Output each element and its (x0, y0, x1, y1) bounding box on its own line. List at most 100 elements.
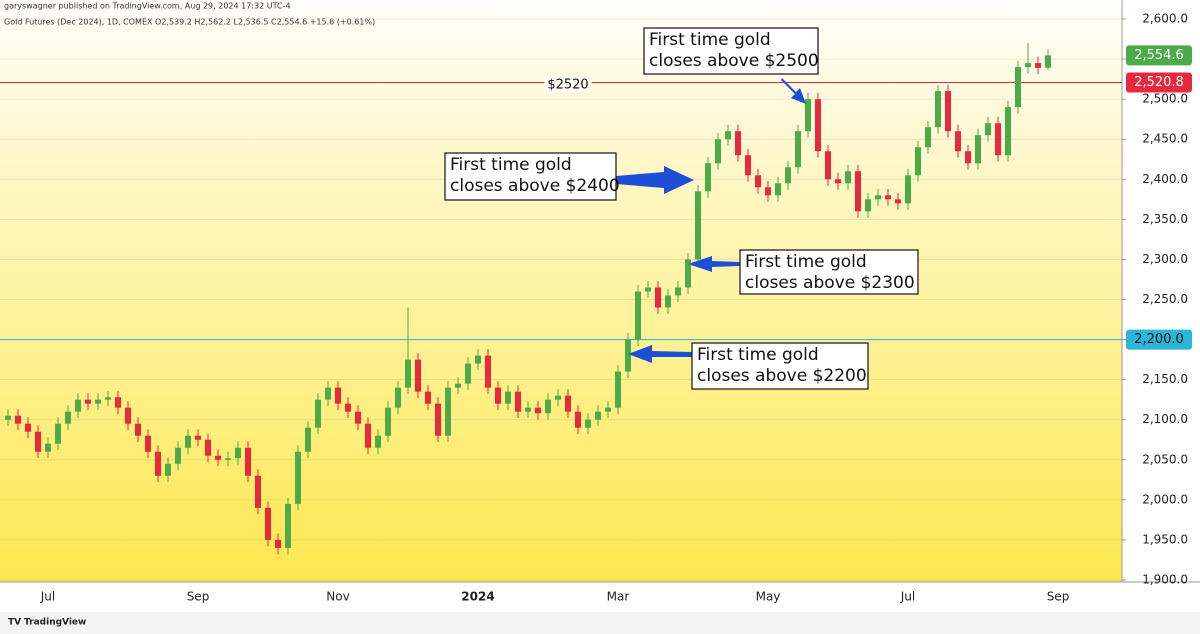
y-tick-label: 2,350.0 (1142, 212, 1188, 226)
candle-body (95, 399, 101, 404)
candle-body (895, 199, 901, 204)
candle-body (125, 407, 131, 424)
candle-body (195, 435, 201, 440)
candle-body (145, 435, 151, 452)
symbol-info: Gold Futures (Dec 2024), 1D, COMEX O2,53… (4, 18, 375, 27)
candle-body (265, 507, 271, 540)
candle-body (165, 463, 171, 476)
annotation-text: closes above $2400 (450, 176, 620, 196)
candle-body (655, 287, 661, 308)
candle-body (665, 295, 671, 308)
candle-body (115, 397, 121, 408)
y-tick-label: 2,050.0 (1142, 452, 1188, 466)
candle-body (945, 91, 951, 132)
candle-body (635, 291, 641, 340)
candle-body (215, 455, 221, 460)
candle-body (325, 387, 331, 400)
candle-body (455, 383, 461, 388)
axes: 1,900.0 1,950.0 2,000.0 2,050.0 2,100.0 2,150… (40, 11, 1188, 603)
candle-body (555, 395, 561, 400)
candle-body (305, 427, 311, 452)
candle-body (335, 387, 341, 404)
price-tag (1126, 329, 1192, 350)
price-tags: 2,520.8 2,200.0 2,554.6 (1126, 45, 1192, 350)
annotation-box (739, 249, 919, 295)
x-tick-label: Mar (607, 590, 630, 604)
annotation-box (444, 152, 617, 201)
x-tick-label: Jul (40, 590, 55, 604)
candle-body (805, 99, 811, 132)
candle-body (565, 395, 571, 412)
candle-body (425, 391, 431, 404)
candle-body (435, 403, 441, 436)
candle-body (495, 387, 501, 404)
candle-body (675, 287, 681, 296)
candle-body (615, 371, 621, 408)
candle-body (965, 151, 971, 164)
candle-body (775, 183, 781, 196)
price-lines (0, 81, 1122, 341)
arrow (688, 256, 740, 272)
candle-body (765, 187, 771, 196)
candle-body (875, 195, 881, 200)
line-note: $2520 (547, 78, 588, 93)
candle-body (1035, 63, 1041, 68)
candle-body (1005, 107, 1011, 156)
y-tick-label: 2,600.0 (1142, 11, 1188, 25)
candle-body (235, 447, 241, 459)
candle-body (585, 419, 591, 428)
annotation-text: First time gold (450, 155, 572, 175)
candle-body (855, 171, 861, 212)
annotation-text: First time gold (649, 30, 771, 50)
candle-body (285, 503, 291, 548)
candle-body (715, 139, 721, 164)
candle-body (395, 387, 401, 408)
candle-body (15, 415, 21, 424)
candle-body (885, 195, 891, 200)
candle-body (865, 199, 871, 212)
candle-body (315, 399, 321, 428)
annotation-text: First time gold (697, 345, 819, 365)
x-tick-label: May (756, 590, 781, 604)
candle-body (625, 339, 631, 372)
candle-body (785, 167, 791, 184)
candle-body (405, 359, 411, 388)
candle-body (575, 411, 581, 428)
candle-body (445, 387, 451, 436)
y-tick-label: 2,100.0 (1142, 412, 1188, 426)
candle-body (185, 435, 191, 448)
candle-body (5, 415, 11, 420)
candle-body (845, 171, 851, 184)
footer-logo: TV (8, 618, 21, 628)
candle-body (475, 355, 481, 364)
candle-body (375, 435, 381, 448)
candle-body (935, 91, 941, 128)
candle-body (755, 175, 761, 188)
annotation-text: closes above $2500 (649, 51, 819, 71)
y-tick-label: 1,950.0 (1142, 532, 1188, 546)
candle-body (985, 123, 991, 136)
candle-body (415, 359, 421, 392)
axis-background (1122, 0, 1200, 582)
candle-body (75, 399, 81, 412)
candle-body (905, 175, 911, 204)
candle-body (365, 423, 371, 448)
candle-body (995, 123, 1001, 156)
candle-body (605, 407, 611, 412)
y-tick-label: 1,900.0 (1142, 572, 1188, 586)
candle-body (1045, 55, 1051, 68)
annotation-text: First time gold (745, 252, 867, 272)
candle-body (25, 423, 31, 432)
x-tick-label: Jul (900, 590, 915, 604)
x-tick-label: 2024 (461, 590, 494, 604)
candle-body (205, 439, 211, 456)
grid (0, 18, 1122, 581)
candle-body (975, 135, 981, 164)
candle-body (175, 447, 181, 464)
candle-body (155, 451, 161, 476)
candle-body (35, 431, 41, 452)
candle-body (835, 179, 841, 184)
